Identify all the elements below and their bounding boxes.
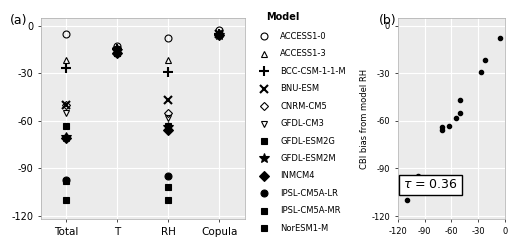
Text: BCC-CSM-1-1-M: BCC-CSM-1-1-M — [279, 67, 345, 76]
Text: (a): (a) — [10, 14, 27, 27]
Text: IPSL-CM5A-MR: IPSL-CM5A-MR — [279, 206, 340, 215]
Text: GFDL-ESM2M: GFDL-ESM2M — [279, 154, 335, 163]
Text: $\tau$ = 0.36: $\tau$ = 0.36 — [403, 178, 457, 192]
Text: GFDL-CM3: GFDL-CM3 — [279, 119, 323, 128]
Text: GFDL-ESM2G: GFDL-ESM2G — [279, 137, 334, 145]
Text: Model: Model — [266, 12, 299, 22]
Text: BNU-ESM: BNU-ESM — [279, 84, 319, 93]
Text: ACCESS1-0: ACCESS1-0 — [279, 32, 326, 41]
Text: ACCESS1-3: ACCESS1-3 — [279, 49, 326, 58]
Y-axis label: CBI bias from model RH: CBI bias from model RH — [359, 68, 368, 169]
Text: IPSL-CM5A-LR: IPSL-CM5A-LR — [279, 189, 337, 198]
Text: (b): (b) — [378, 14, 395, 27]
Text: INMCM4: INMCM4 — [279, 171, 314, 180]
Text: NorESM1-M: NorESM1-M — [279, 224, 328, 233]
Text: CNRM-CM5: CNRM-CM5 — [279, 102, 326, 111]
